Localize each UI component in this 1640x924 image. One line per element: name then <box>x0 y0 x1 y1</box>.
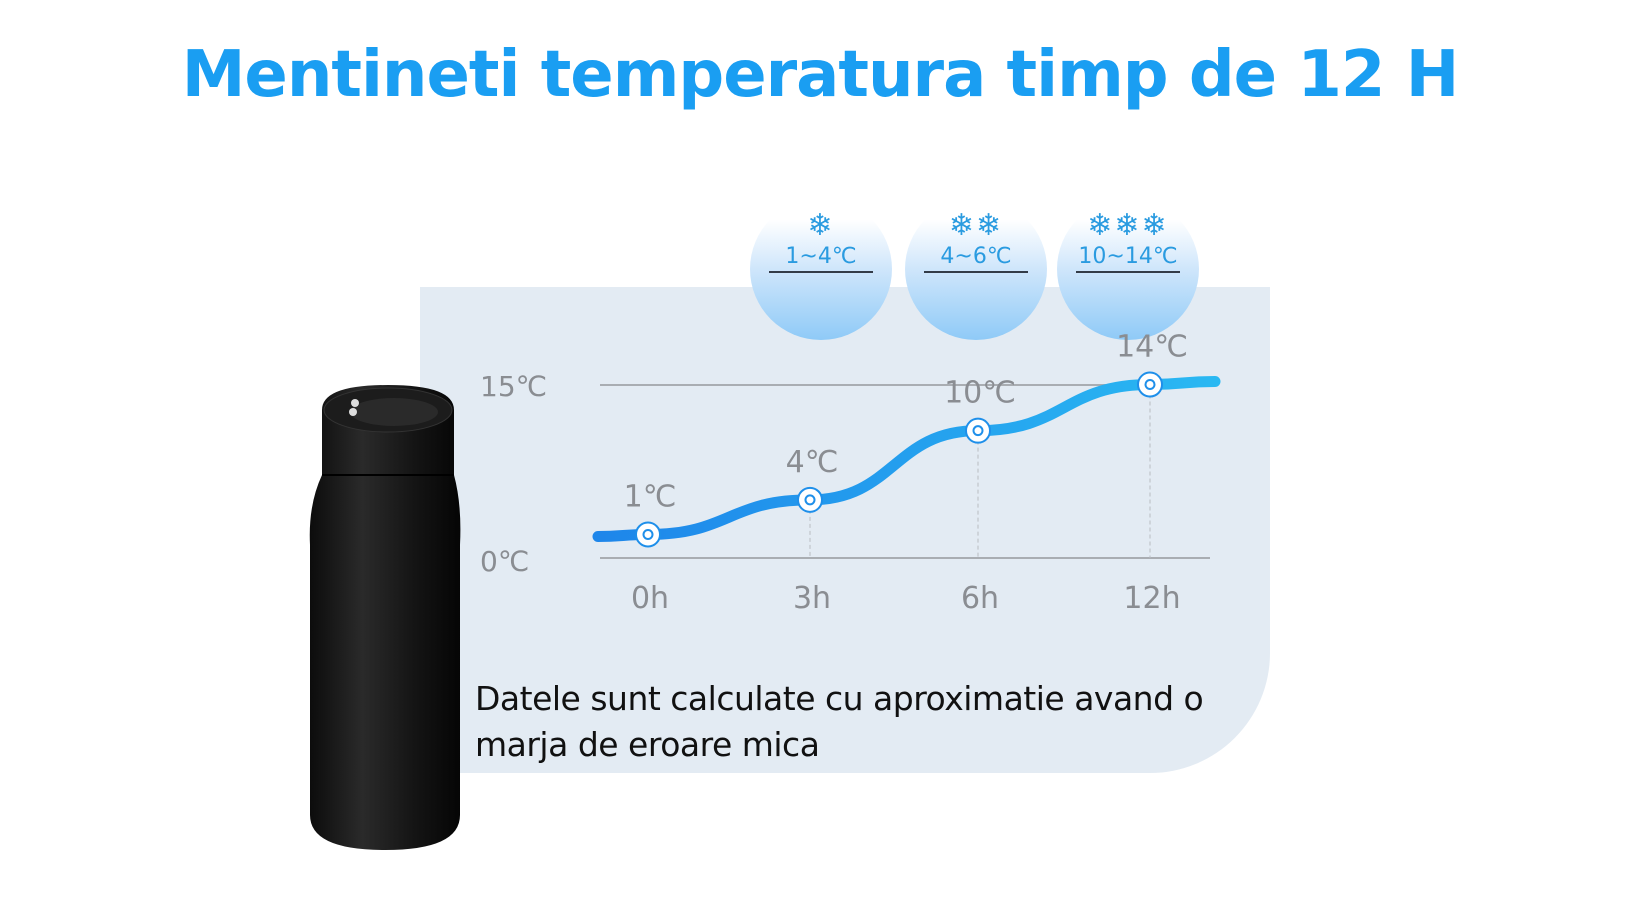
page-title: Mentineti temperatura timp de 12 H <box>181 38 1460 112</box>
data-label: 10℃ <box>944 376 1016 411</box>
temperature-bubble-2: ❄❄ 4~6℃ <box>905 198 1047 340</box>
data-point <box>1137 371 1163 398</box>
data-point-center <box>804 494 816 506</box>
snowflake-icon: ❄❄❄ <box>1087 209 1169 242</box>
data-point <box>965 417 991 444</box>
snowflake-icon: ❄❄ <box>948 209 1004 242</box>
series-line <box>592 376 1221 542</box>
data-label: 14℃ <box>1116 330 1188 365</box>
x-tick-label: 6h <box>961 581 999 616</box>
chart-panel <box>420 287 1270 773</box>
data-point-center <box>972 425 984 437</box>
x-tick-label: 12h <box>1123 581 1180 616</box>
temperature-bubble-3: ❄❄❄ 10~14℃ <box>1057 198 1199 340</box>
thermos-bottle-image <box>309 385 461 850</box>
range-label: 10~14℃ <box>1076 244 1180 273</box>
snowflake-icon: ❄ <box>807 209 835 242</box>
data-point <box>635 521 661 548</box>
range-label: 4~6℃ <box>924 244 1028 273</box>
x-tick-label: 3h <box>793 581 831 616</box>
data-point-center <box>642 528 654 540</box>
y-tick-label: 0℃ <box>480 545 529 578</box>
data-point <box>797 486 823 513</box>
data-label: 1℃ <box>624 479 677 514</box>
temperature-bubble-1: ❄ 1~4℃ <box>750 198 892 340</box>
y-tick-label: 15℃ <box>480 370 547 403</box>
x-tick-label: 0h <box>631 581 669 616</box>
data-point-center <box>1144 379 1156 391</box>
disclaimer-text: Datele sunt calculate cu aproximatie ava… <box>475 679 1204 764</box>
data-label: 4℃ <box>786 445 839 480</box>
range-label: 1~4℃ <box>769 244 873 273</box>
